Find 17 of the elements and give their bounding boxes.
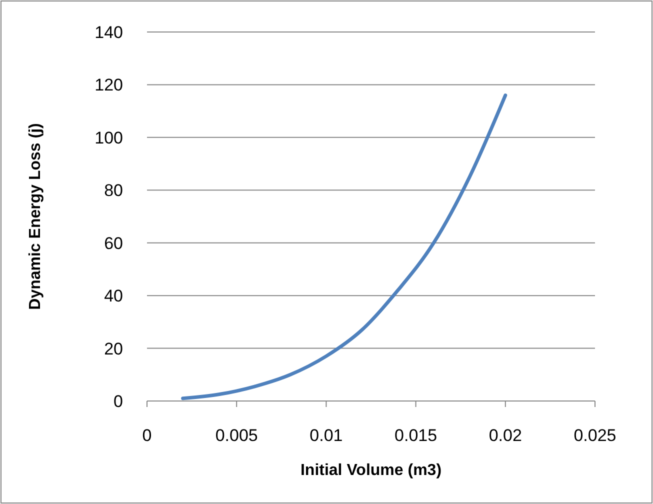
y-tick-label: 0	[114, 392, 123, 411]
y-tick-label: 80	[104, 181, 123, 200]
y-tick-label: 40	[104, 286, 123, 306]
y-axis-title: Dynamic Energy Loss (j)	[27, 123, 44, 310]
x-tick-label: 0.015	[394, 426, 438, 445]
y-tick-label: 20	[104, 339, 123, 358]
x-tick-label: 0.025	[574, 426, 616, 445]
y-tick-label: 60	[104, 234, 123, 253]
x-axis-title: Initial Volume (m3)	[300, 462, 442, 479]
line-series	[181, 94, 508, 400]
x-tick-label: 0.02	[488, 426, 522, 445]
x-tick-label: 0.005	[215, 426, 258, 445]
x-tick-label: 0.01	[310, 426, 343, 445]
y-tick-label: 140	[94, 23, 123, 42]
x-tick-label: 0	[142, 426, 152, 445]
y-tick-label: 120	[94, 76, 123, 95]
y-tick-label: 100	[94, 128, 123, 148]
